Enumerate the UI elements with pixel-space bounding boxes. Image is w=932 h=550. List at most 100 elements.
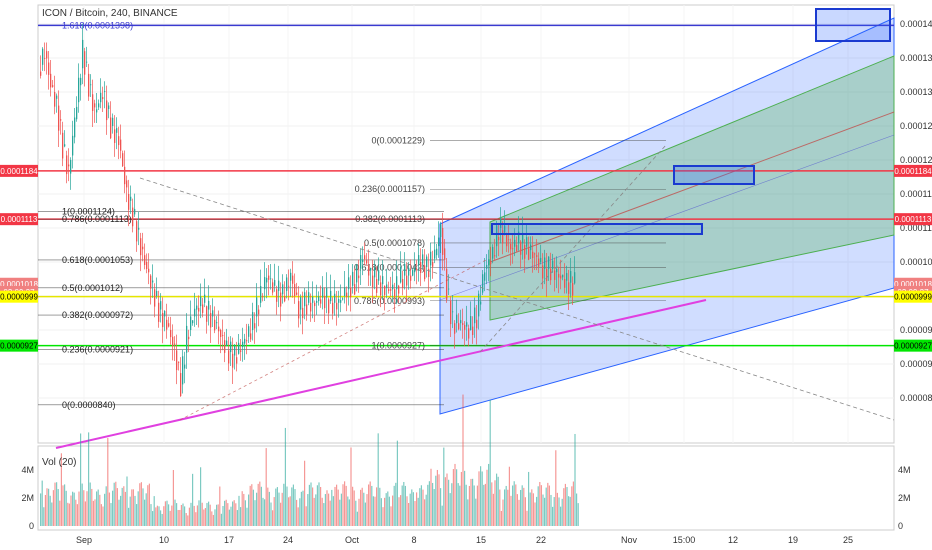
candle-body [484,272,486,281]
candle-body [222,335,224,336]
volume-bar [465,484,467,526]
date-axis[interactable]: Sep 10 17 24 Oct 8 15 22 Nov 15:00 12 19 25 [76,535,853,545]
volume-bar [472,478,474,526]
candle-body [476,319,478,329]
volume-bar [435,475,437,526]
volume-bar [164,501,166,526]
price-badge-label: 0.0000999 [894,293,932,302]
candle-body [250,333,252,340]
candle-body [74,117,76,138]
volume-bar [289,496,291,526]
candle-body [256,297,258,317]
volume-bar [427,484,429,526]
candle-body [472,326,474,335]
volume-bar [416,492,418,526]
candle-body [568,282,570,294]
volume-bar [504,489,506,526]
candle-body [414,267,416,273]
volume-bar [54,482,56,526]
volume-bar [430,468,432,526]
volume-bar [347,496,349,526]
candle-body [94,103,96,108]
volume-bar [180,504,182,526]
volume-bar [443,447,445,526]
volume-bar [508,466,510,526]
candle-body [156,290,158,296]
candle-body [210,313,212,328]
volume-bar [123,486,125,526]
volume-bar [348,499,350,526]
candle-body [132,207,134,227]
candle-body [292,275,294,284]
volume-bar [326,490,328,526]
volume-bar [400,495,402,526]
candle-body [390,289,392,291]
volume-bar [393,485,395,526]
price-badge-label: 0.0001018 [894,280,932,289]
volume-tick-label: 2M [21,493,34,503]
volume-bar [112,490,114,526]
fib-level-label: 0.5(0.0001012) [62,283,123,293]
volume-bar [44,494,46,526]
target-box-mid [673,165,755,185]
candle-body [58,105,60,131]
volume-bar [340,493,342,526]
candle-body [562,274,564,278]
candle-body [274,280,276,286]
candle-body [524,245,526,259]
candle-body [70,160,72,174]
volume-bar [60,453,62,526]
candle-body [396,276,398,290]
volume-bar [113,482,115,526]
volume-bar [428,481,430,526]
candle-body [290,272,292,281]
volume-bar [148,483,150,526]
volume-bar [198,500,200,526]
volume-bar [368,484,370,526]
candle-body [174,343,176,345]
volume-bar [446,473,448,526]
channel-inner-band [489,55,895,321]
price-tick-label: 0.0001300 [900,87,932,97]
candle-body [234,345,236,356]
candle-body [92,94,94,112]
volume-bar [448,479,450,526]
volume-bar [310,482,312,526]
date-tick-label: 12 [728,535,738,545]
candle-body [126,180,128,188]
volume-bar [251,484,253,526]
candle-body [316,300,318,303]
volume-bar [193,505,195,526]
candle-body [334,293,336,303]
volume-bar [478,471,480,526]
volume-bar [529,492,531,526]
candle-body [470,316,472,330]
candle-body [138,227,140,230]
volume-bar [264,499,266,526]
candle-body [572,283,574,296]
candle-body [554,270,556,280]
price-tick-label: 0.0000950 [900,325,932,335]
volume-bar [203,509,205,526]
candle-body [336,302,338,310]
volume-bar [267,487,269,526]
volume-bar [512,485,514,526]
volume-bar [558,497,560,526]
candle-body [398,285,400,294]
candle-body [442,228,444,255]
volume-bar [470,478,472,526]
volume-bar [116,488,118,526]
volume-bar [172,470,174,526]
volume-bar [401,485,403,526]
volume-bar [161,513,163,526]
volume-bar [432,482,434,526]
candle-body [120,139,122,151]
candle-body [40,71,42,76]
candle-body [420,262,422,273]
candle-body [98,103,100,108]
volume-bar [179,509,181,526]
candle-body [392,284,394,290]
volume-bar [304,460,306,526]
